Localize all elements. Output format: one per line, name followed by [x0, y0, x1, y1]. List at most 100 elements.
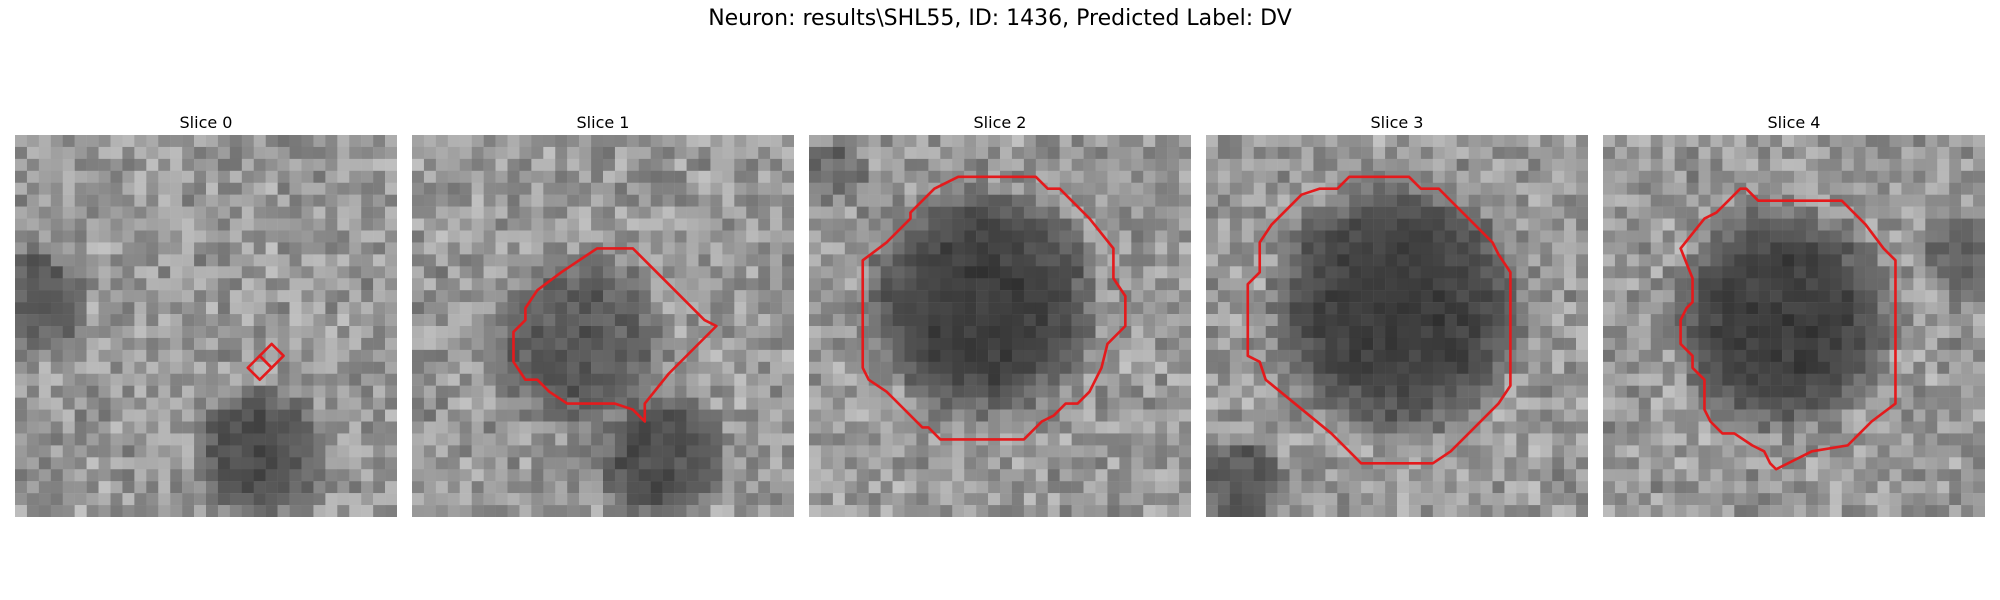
image-pixel [325, 146, 338, 160]
image-pixel [531, 385, 544, 398]
image-pixel [98, 433, 111, 446]
image-pixel [1265, 433, 1278, 446]
image-pixel [229, 206, 243, 219]
image-pixel [62, 314, 75, 327]
image-pixel [844, 194, 857, 207]
image-pixel [1829, 314, 1842, 327]
image-pixel [1710, 135, 1723, 148]
image-pixel [722, 457, 735, 470]
image-pixel [1492, 182, 1505, 195]
image-pixel [447, 254, 460, 267]
image-pixel [1131, 170, 1144, 183]
image-pixel [1047, 457, 1060, 470]
image-pixel [1576, 302, 1588, 315]
image-pixel [1361, 146, 1374, 160]
image-pixel [1313, 206, 1326, 219]
image-pixel [1023, 135, 1037, 148]
image-pixel [435, 230, 449, 243]
image-pixel [1853, 278, 1866, 291]
image-pixel [1071, 457, 1084, 470]
image-pixel [1480, 493, 1493, 506]
image-pixel [1516, 242, 1529, 255]
image-pixel [1710, 337, 1723, 351]
image-pixel [1023, 314, 1037, 327]
image-pixel [507, 409, 520, 422]
image-pixel [1277, 135, 1290, 148]
image-pixel [603, 194, 616, 207]
image-pixel [674, 158, 687, 172]
image-pixel [1131, 135, 1144, 148]
image-pixel [1397, 469, 1410, 482]
image-pixel [1973, 242, 1985, 255]
image-pixel [1265, 194, 1278, 207]
image-pixel [555, 445, 568, 458]
image-pixel [1179, 397, 1191, 410]
image-pixel [916, 349, 929, 363]
image-pixel [1686, 146, 1699, 160]
image-pixel [38, 194, 52, 207]
image-pixel [1083, 194, 1096, 207]
image-pixel [770, 194, 783, 207]
image-pixel [1901, 230, 1914, 243]
image-pixel [385, 349, 397, 363]
image-pixel [50, 218, 63, 231]
image-pixel [1746, 290, 1759, 303]
image-pixel [1480, 361, 1493, 374]
image-pixel [1444, 409, 1457, 422]
image-pixel [1229, 481, 1243, 494]
image-pixel [758, 385, 771, 398]
image-pixel [1408, 146, 1422, 160]
image-pixel [412, 421, 425, 434]
image-pixel [1337, 385, 1350, 398]
image-pixel [1492, 469, 1505, 482]
image-pixel [1095, 457, 1108, 470]
image-pixel [1698, 135, 1711, 148]
image-pixel [1023, 158, 1037, 172]
image-pixel [1011, 146, 1025, 160]
image-pixel [495, 206, 508, 219]
image-pixel [1710, 182, 1723, 195]
image-pixel [1047, 278, 1060, 291]
image-pixel [194, 445, 207, 458]
image-pixel [1650, 158, 1663, 172]
image-pixel [1468, 457, 1481, 470]
image-pixel [555, 326, 568, 339]
image-pixel [832, 278, 846, 291]
image-pixel [1301, 266, 1314, 279]
image-pixel [134, 493, 147, 506]
image-pixel [313, 469, 326, 482]
image-pixel [880, 421, 893, 434]
image-pixel [1758, 326, 1771, 339]
image-pixel [1397, 242, 1410, 255]
image-pixel [591, 266, 604, 279]
image-pixel [880, 135, 893, 148]
image-pixel [770, 397, 783, 410]
image-pixel [1805, 254, 1819, 267]
image-pixel [698, 349, 711, 363]
image-pixel [1217, 361, 1231, 374]
image-pixel [277, 421, 290, 434]
image-pixel [1325, 278, 1338, 291]
image-pixel [26, 349, 40, 363]
image-pixel [337, 409, 350, 422]
image-pixel [459, 433, 472, 446]
image-pixel [1516, 278, 1529, 291]
image-pixel [373, 409, 386, 422]
image-pixel [1650, 337, 1663, 351]
image-pixel [1516, 505, 1529, 517]
image-pixel [1325, 349, 1338, 363]
image-pixel [447, 146, 460, 160]
image-pixel [15, 182, 28, 195]
image-pixel [1000, 218, 1013, 231]
image-pixel [170, 373, 183, 386]
image-pixel [1155, 469, 1168, 482]
image-pixel [1277, 278, 1290, 291]
image-pixel [1841, 421, 1854, 434]
image-pixel [471, 170, 484, 183]
image-pixel [579, 433, 592, 446]
image-pixel [158, 421, 171, 434]
image-pixel [495, 290, 508, 303]
image-pixel [1265, 409, 1278, 422]
image-pixel [770, 469, 783, 482]
image-pixel [50, 135, 63, 148]
